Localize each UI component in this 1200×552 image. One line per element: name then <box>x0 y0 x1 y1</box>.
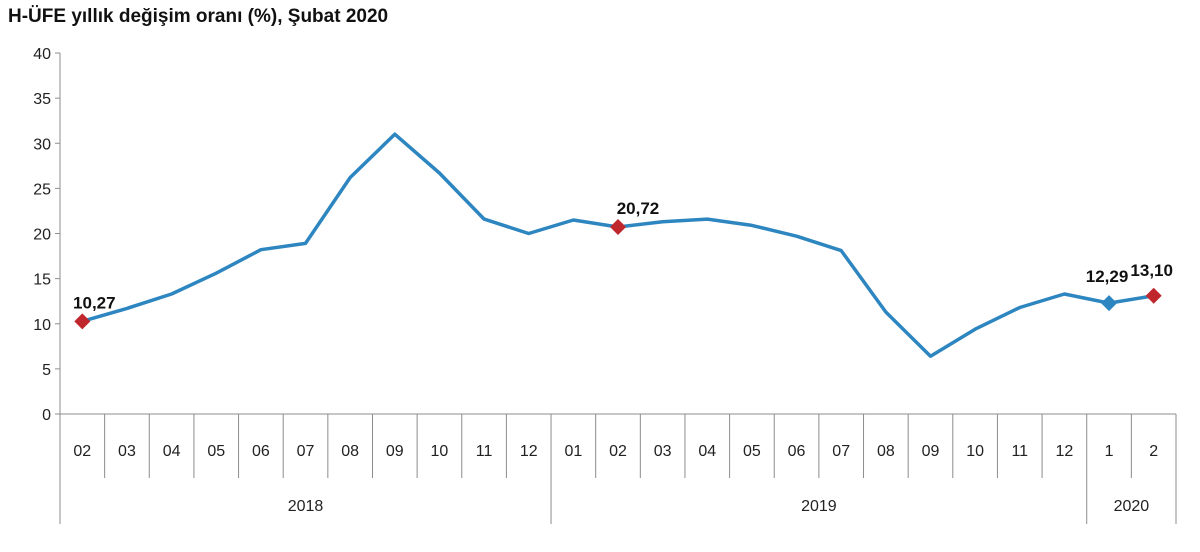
x-tick-label: 05 <box>207 443 225 460</box>
x-tick-label: 08 <box>341 443 359 460</box>
data-label: 12,29 <box>1086 267 1129 286</box>
x-tick-label: 11 <box>1011 443 1028 460</box>
y-tick-label: 0 <box>42 407 51 424</box>
y-tick-label: 35 <box>33 91 51 108</box>
x-tick-label: 04 <box>163 443 181 460</box>
x-tick-label: 02 <box>73 443 91 460</box>
x-tick-label: 12 <box>1056 443 1074 460</box>
year-label: 2018 <box>288 498 324 515</box>
data-point-marker <box>610 219 626 236</box>
x-tick-label: 03 <box>118 443 136 460</box>
x-tick-label: 11 <box>476 443 493 460</box>
y-tick-label: 5 <box>42 362 51 379</box>
y-tick-label: 15 <box>33 272 51 289</box>
y-tick-label: 25 <box>33 181 51 198</box>
year-label: 2020 <box>1114 498 1150 515</box>
year-label: 2019 <box>801 498 837 515</box>
x-tick-label: 07 <box>832 443 850 460</box>
data-point-marker <box>1145 287 1162 304</box>
x-tick-label: 07 <box>297 443 315 460</box>
x-tick-label: 12 <box>520 443 538 460</box>
chart-title: H-ÜFE yıllık değişim oranı (%), Şubat 20… <box>8 6 389 27</box>
y-tick-label: 20 <box>33 227 51 244</box>
x-tick-label: 05 <box>743 443 761 460</box>
series-line <box>80 132 1156 358</box>
x-tick-label: 02 <box>609 443 627 460</box>
y-tick-label: 30 <box>33 136 51 153</box>
x-tick-label: 09 <box>922 443 940 460</box>
x-tick-label: 01 <box>564 443 582 460</box>
marker-layer: 10,27 20,72 12,29 13,10 <box>73 199 1173 330</box>
x-tick-label: 06 <box>252 443 270 460</box>
x-tick-label: 2 <box>1149 443 1158 460</box>
y-axis: 0 5 10 15 20 25 30 35 40 <box>33 46 61 424</box>
y-tick-label: 40 <box>33 46 51 63</box>
x-tick-label: 10 <box>431 443 449 460</box>
data-point-marker <box>1101 295 1118 312</box>
y-tick-label: 10 <box>33 317 51 334</box>
x-tick-label: 04 <box>698 443 716 460</box>
x-tick-label: 06 <box>788 443 806 460</box>
data-point-marker <box>74 313 91 330</box>
x-tick-label: 1 <box>1105 443 1114 460</box>
data-label: 13,10 <box>1130 261 1173 280</box>
series-layer <box>80 132 1156 358</box>
x-tick-label: 08 <box>877 443 895 460</box>
data-label: 20,72 <box>617 199 660 218</box>
data-label: 10,27 <box>73 293 116 312</box>
x-tick-label: 10 <box>966 443 984 460</box>
x-axis: 02 03 04 05 06 07 08 09 10 11 12 01 02 03 04 05 06 07 08 09… <box>59 413 1177 524</box>
x-tick-label: 09 <box>386 443 404 460</box>
x-tick-label: 03 <box>654 443 672 460</box>
